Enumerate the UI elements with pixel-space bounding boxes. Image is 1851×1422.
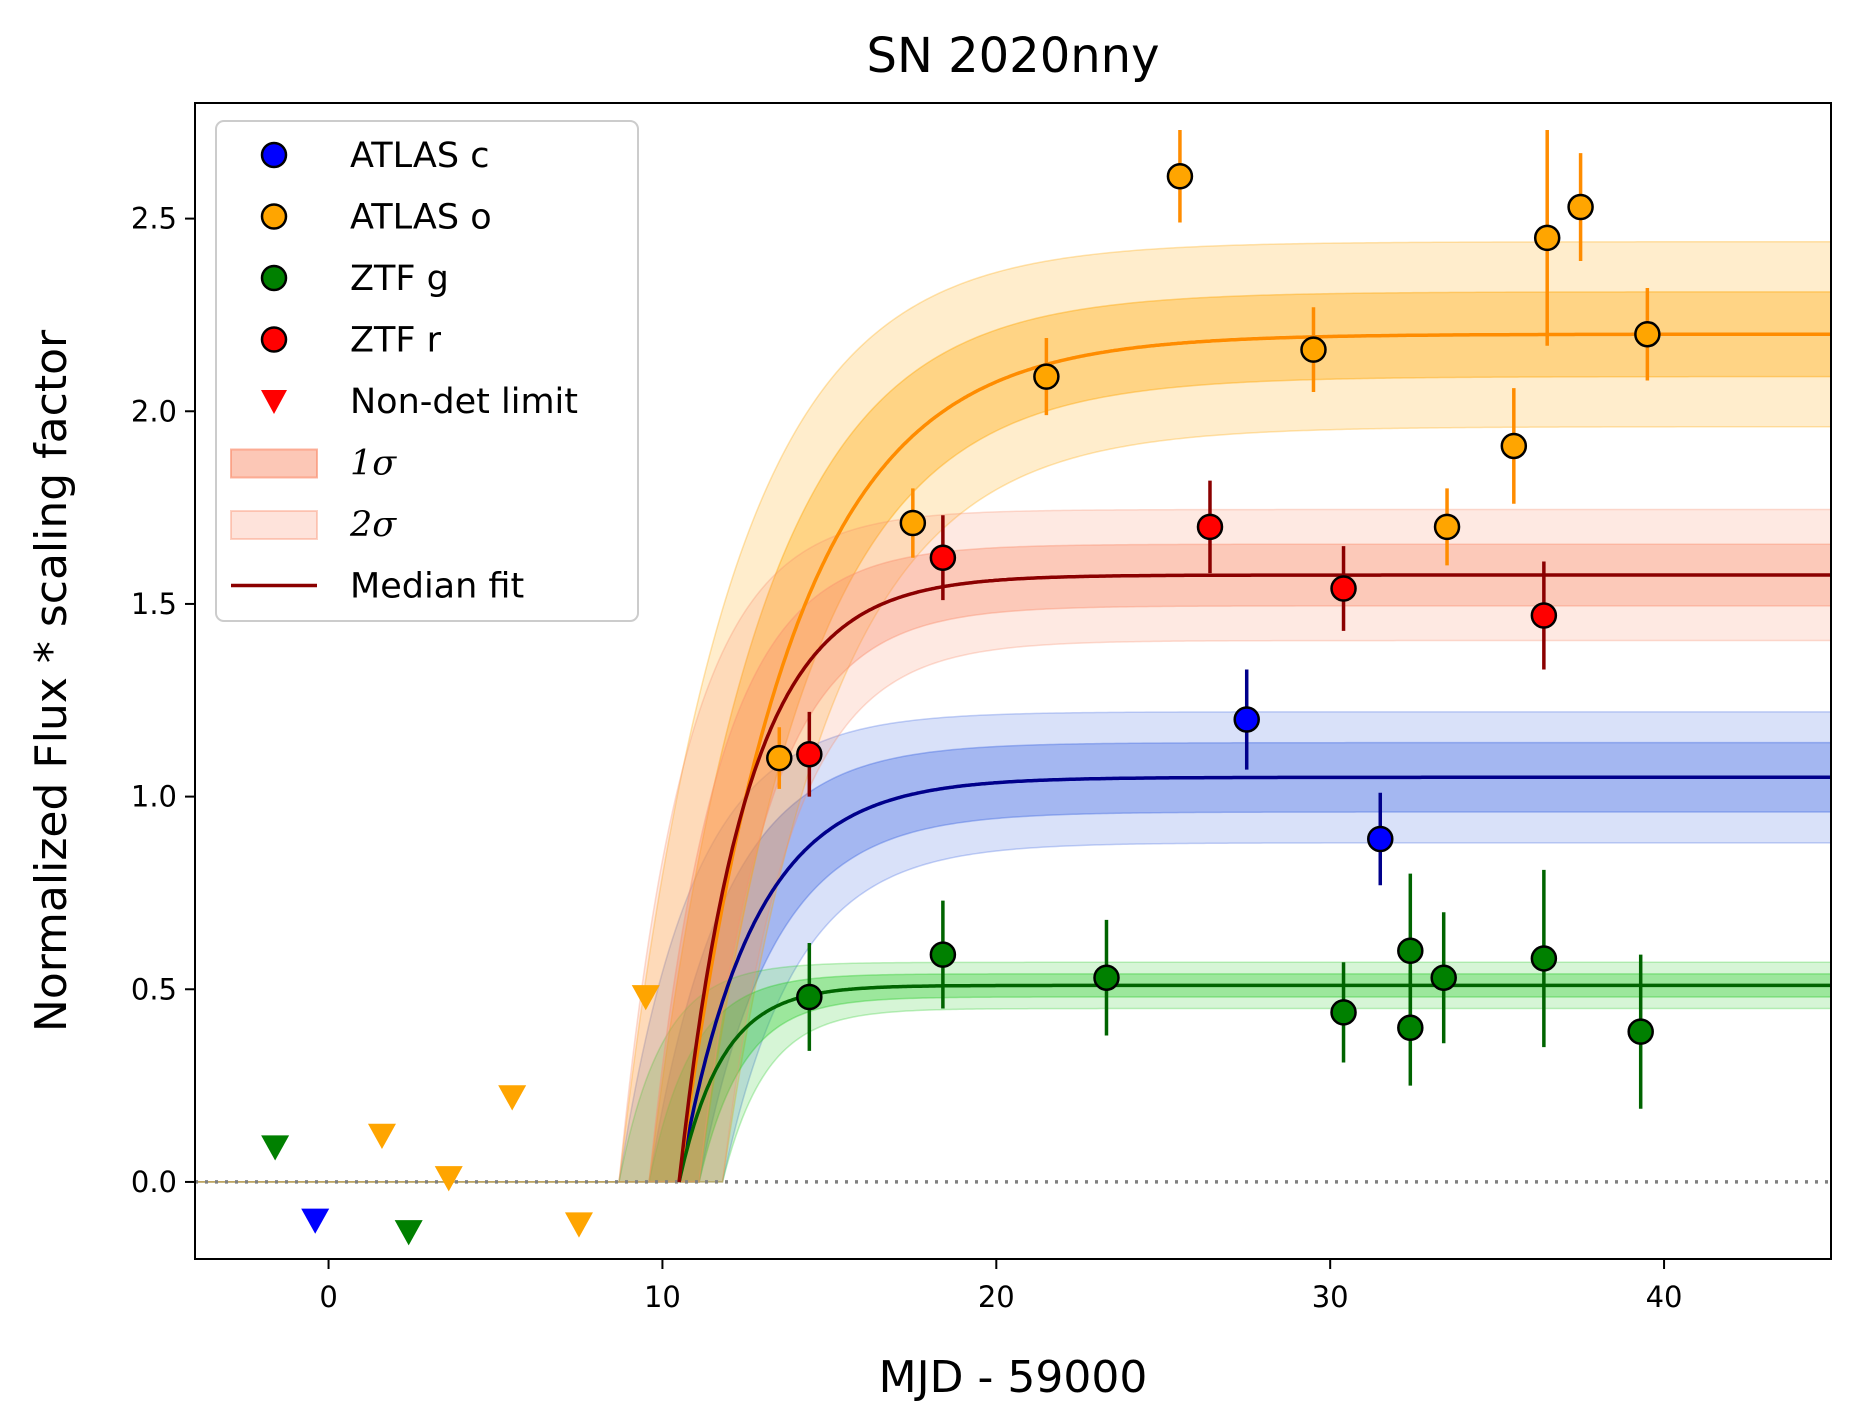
x-axis-ticks: 0 10 20 30 40 bbox=[319, 1259, 1683, 1314]
data-markers bbox=[766, 162, 1661, 1045]
data-point-atlas-o bbox=[1567, 193, 1594, 221]
y-tick-label: 2.5 bbox=[131, 202, 177, 236]
band-1sigma-atlas-c bbox=[195, 741, 1831, 1183]
non-det-limit-ztf-g bbox=[261, 1135, 290, 1161]
non-det-limit-atlas-o bbox=[631, 985, 660, 1011]
non-det-limit-atlas-o bbox=[564, 1212, 593, 1238]
band-2sigma-atlas-c bbox=[195, 711, 1831, 1183]
legend-atlas-o-label: ATLAS o bbox=[350, 198, 492, 238]
data-point-ztf-g bbox=[1430, 964, 1457, 991]
data-point-ztf-g bbox=[929, 941, 957, 968]
non-detection-limits bbox=[261, 985, 660, 1246]
data-point-atlas-o bbox=[1033, 363, 1060, 390]
legend-non-det-limit-marker bbox=[261, 390, 287, 414]
non-det-limit-atlas-o bbox=[498, 1085, 527, 1111]
data-point-atlas-c bbox=[1367, 825, 1394, 853]
legend-ztf-r-marker bbox=[260, 326, 288, 353]
band-1sigma-ztf-r bbox=[195, 543, 1831, 1183]
x-tick-label: 30 bbox=[1312, 1280, 1349, 1314]
x-tick-label: 0 bbox=[319, 1280, 337, 1314]
legend-1-sigma-label: 1σ bbox=[350, 444, 397, 484]
x-tick-label: 40 bbox=[1646, 1280, 1683, 1314]
median-fit-atlas-c bbox=[677, 775, 1831, 1183]
legend-2-sigma-label: 2σ bbox=[349, 505, 397, 545]
data-point-ztf-r bbox=[1330, 575, 1357, 602]
legend-median-fit-label: Median fit bbox=[350, 567, 524, 607]
data-point-atlas-o bbox=[1166, 162, 1194, 190]
data-point-ztf-r bbox=[1196, 513, 1224, 541]
y-tick-label: 0.5 bbox=[131, 972, 177, 1006]
data-point-atlas-o bbox=[1533, 224, 1561, 252]
y-tick-label: 1.5 bbox=[131, 587, 177, 621]
legend-atlas-o-marker bbox=[260, 203, 288, 230]
legend-ztf-g-label: ZTF g bbox=[350, 259, 449, 299]
data-point-atlas-o bbox=[1500, 432, 1528, 460]
data-point-atlas-o bbox=[1433, 513, 1461, 541]
legend-ztf-g-marker bbox=[260, 264, 288, 292]
legend: ATLAS c ATLAS o ZTF g ZTF r Non-det limit 1σ 2… bbox=[215, 120, 639, 622]
data-point-ztf-g bbox=[1530, 945, 1558, 972]
non-det-limit-ztf-g bbox=[394, 1220, 423, 1246]
data-point-atlas-o bbox=[899, 509, 927, 537]
median-fit-ztf-r bbox=[677, 573, 1831, 1183]
legend-atlas-c-marker bbox=[260, 141, 288, 169]
x-tick-label: 10 bbox=[644, 1280, 681, 1314]
legend-1-sigma-swatch bbox=[230, 448, 318, 479]
legend-ztf-r-label: ZTF r bbox=[350, 321, 442, 361]
x-axis-label: MJD - 59000 bbox=[879, 1352, 1148, 1403]
chart-title: SN 2020nny bbox=[866, 28, 1159, 84]
data-point-ztf-r bbox=[796, 740, 823, 768]
legend-non-det-limit-label: Non-det limit bbox=[350, 382, 578, 422]
data-point-atlas-o bbox=[1634, 320, 1661, 348]
data-point-ztf-g bbox=[1397, 937, 1424, 964]
data-point-ztf-r bbox=[1530, 602, 1558, 629]
band-2sigma-ztf-r bbox=[195, 508, 1831, 1183]
y-tick-label: 1.0 bbox=[131, 780, 177, 814]
data-point-atlas-o bbox=[766, 744, 793, 772]
data-point-atlas-c bbox=[1233, 706, 1260, 733]
y-axis-label: Normalized Flux * scaling factor bbox=[26, 329, 77, 1032]
error-bars bbox=[777, 129, 1650, 1109]
data-point-ztf-g bbox=[1093, 964, 1120, 991]
non-det-limit-atlas-o bbox=[367, 1123, 396, 1149]
data-point-ztf-g bbox=[1627, 1018, 1654, 1045]
legend-2-sigma-swatch bbox=[230, 510, 318, 540]
y-tick-label: 0.0 bbox=[131, 1165, 177, 1199]
data-point-ztf-g bbox=[796, 983, 823, 1011]
legend-box bbox=[215, 120, 639, 622]
y-tick-label: 2.0 bbox=[131, 394, 177, 428]
band-1sigma-atlas-o bbox=[195, 291, 1831, 1183]
data-point-ztf-g bbox=[1330, 999, 1357, 1026]
data-point-ztf-r bbox=[929, 544, 957, 571]
data-point-atlas-o bbox=[1300, 336, 1327, 363]
non-det-limit-atlas-o bbox=[434, 1166, 463, 1192]
x-tick-label: 20 bbox=[978, 1280, 1015, 1314]
legend-atlas-c-label: ATLAS c bbox=[350, 136, 489, 176]
non-det-limit-atlas-c bbox=[301, 1208, 330, 1234]
y-axis-ticks: 0.0 0.5 1.0 1.5 2.0 2.5 bbox=[131, 202, 195, 1199]
band-1sigma-ztf-g bbox=[195, 973, 1831, 1183]
data-point-ztf-g bbox=[1397, 1014, 1424, 1042]
plot-frame bbox=[194, 102, 1832, 1260]
